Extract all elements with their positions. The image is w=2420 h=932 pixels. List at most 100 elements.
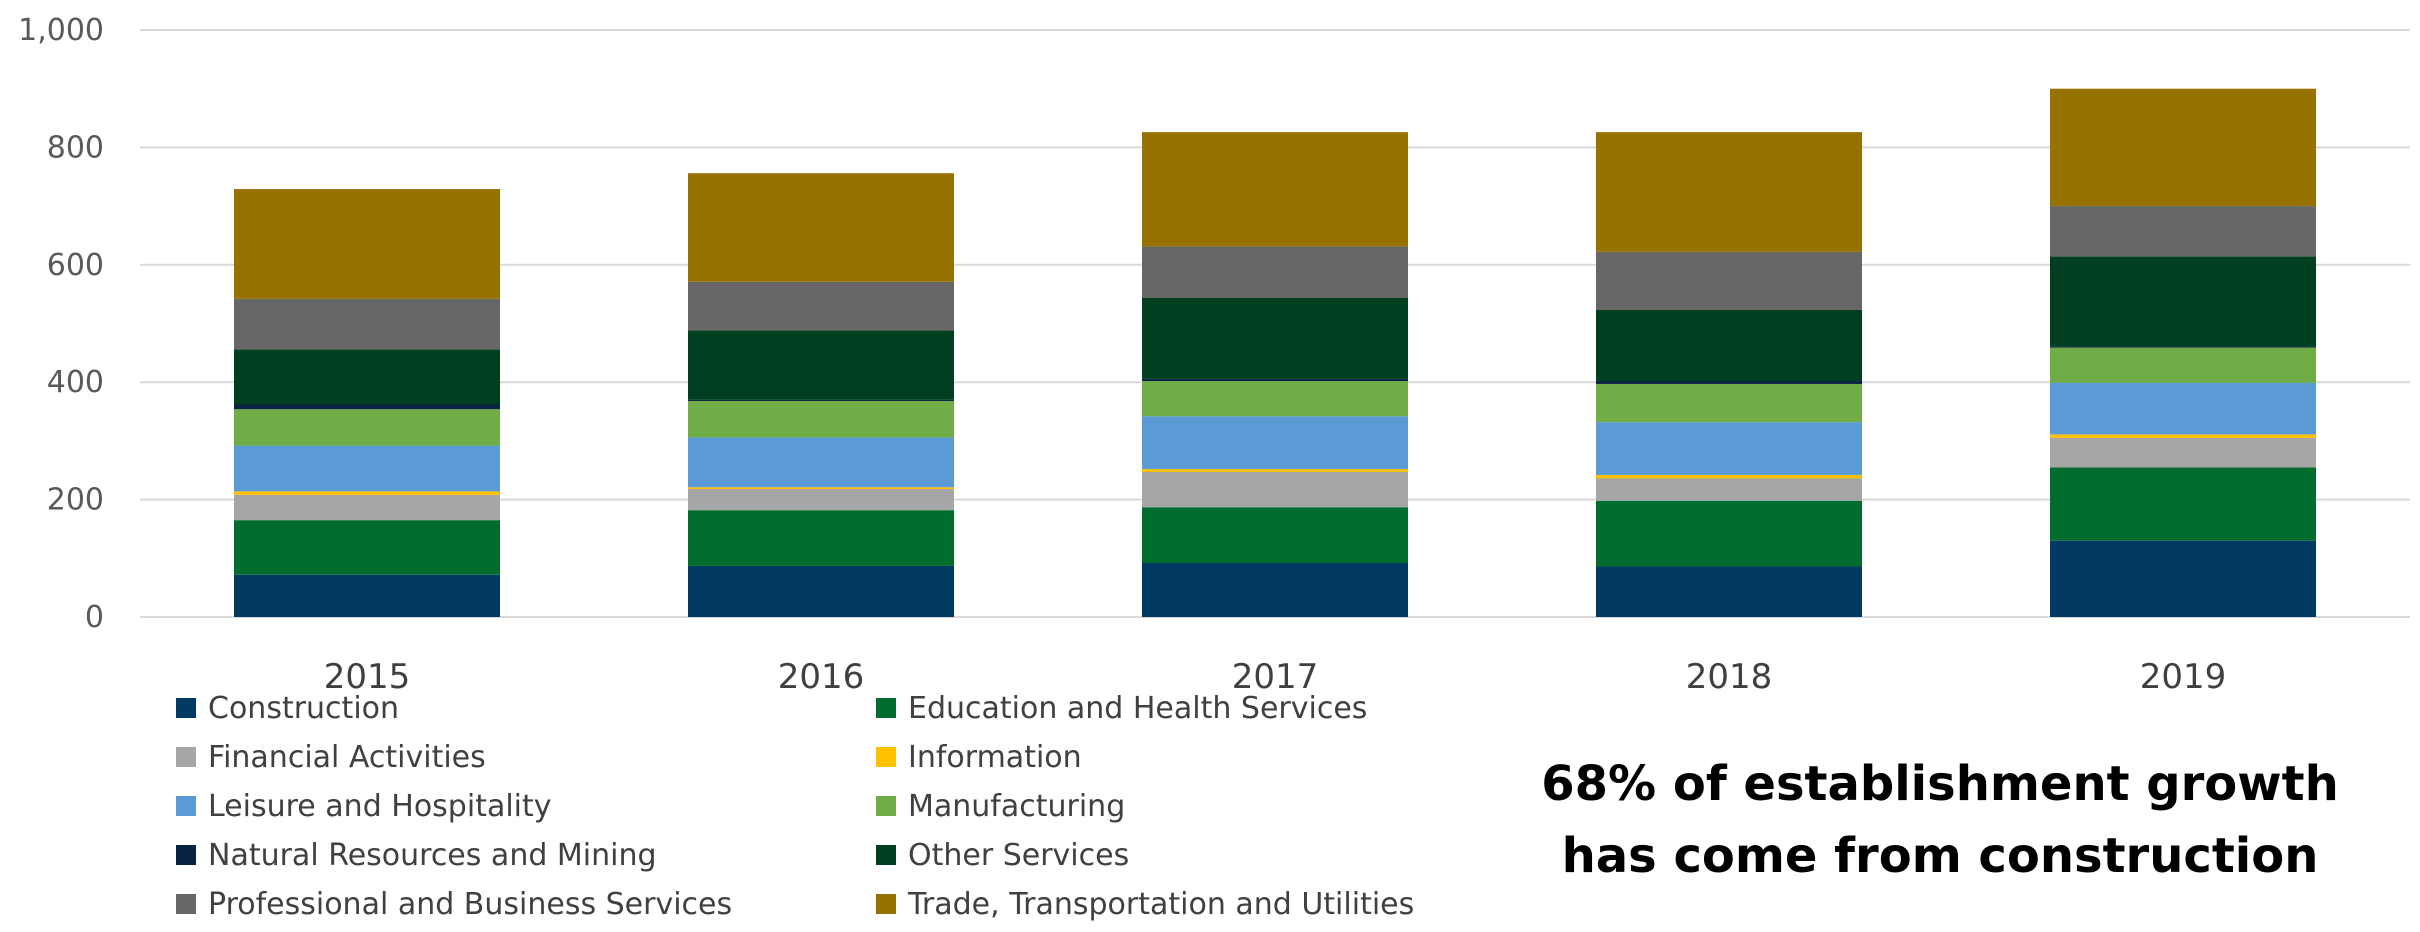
legend-swatch: [176, 796, 196, 816]
x-axis-category-labels: 2015 2016 2017 2018 2019: [324, 657, 2227, 697]
bar-segment: [688, 173, 954, 282]
legend-label: Other Services: [908, 838, 1129, 873]
bar-segment: [2050, 256, 2316, 347]
bar-segment: [234, 409, 500, 446]
bar-segment: [1142, 132, 1408, 247]
bar-segment: [1596, 422, 1862, 475]
bar-segment: [1142, 507, 1408, 563]
bar-segment: [1142, 246, 1408, 298]
legend-swatch: [176, 698, 196, 718]
bar-segment: [234, 574, 500, 617]
legend-label: Leisure and Hospitality: [208, 789, 552, 824]
legend-item: Natural Resources and Mining: [176, 838, 657, 873]
legend-item: Professional and Business Services: [176, 887, 732, 922]
legend-swatch: [176, 845, 196, 865]
bar-stack-2015: [234, 189, 500, 617]
legend-label: Construction: [208, 691, 399, 726]
legend-swatch: [876, 698, 896, 718]
bar-segment: [234, 520, 500, 575]
x-category-label: 2017: [1232, 657, 1319, 697]
legend-swatch: [876, 796, 896, 816]
bar-segment: [688, 487, 954, 490]
y-tick-label: 200: [47, 483, 104, 518]
bar-segment: [234, 298, 500, 350]
bar-segment: [234, 349, 500, 405]
bar-segment: [688, 330, 954, 400]
legend-item: Other Services: [876, 838, 1129, 873]
bar-segment: [234, 491, 500, 495]
bar-segment: [688, 437, 954, 488]
bar-segment: [1142, 381, 1408, 417]
bar-segment: [2050, 434, 2316, 438]
x-category-label: 2016: [778, 657, 865, 697]
bar-segment: [234, 189, 500, 299]
legend-label: Education and Health Services: [908, 691, 1367, 726]
bar-segment: [1596, 383, 1862, 423]
bar-stack-2016: [688, 173, 954, 617]
bar-segment: [234, 494, 500, 521]
bar-segment: [1596, 132, 1862, 252]
x-category-label: 2019: [2140, 657, 2227, 697]
bar-segment: [1596, 478, 1862, 501]
legend-item: Education and Health Services: [876, 691, 1367, 726]
bar-segment: [2050, 346, 2316, 348]
bars: [234, 88, 2316, 617]
legend-swatch: [176, 747, 196, 767]
legend-label: Professional and Business Services: [208, 887, 732, 922]
growth-annotation: 68% of establishment growth has come fro…: [1480, 748, 2400, 892]
legend: Construction Education and Health Service…: [176, 691, 1414, 922]
bar-segment: [688, 565, 954, 617]
legend-item: Financial Activities: [176, 740, 486, 775]
bar-segment: [688, 510, 954, 566]
bar-segment: [688, 400, 954, 438]
legend-label: Manufacturing: [908, 789, 1125, 824]
y-tick-label: 600: [47, 248, 104, 283]
x-category-label: 2015: [324, 657, 411, 697]
x-category-label: 2018: [1686, 657, 1773, 697]
bar-segment: [2050, 382, 2316, 435]
bar-segment: [688, 399, 954, 401]
bar-segment: [2050, 437, 2316, 468]
legend-item: Construction: [176, 691, 399, 726]
y-tick-label: 800: [47, 130, 104, 165]
bar-segment: [1596, 500, 1862, 567]
bar-stack-2017: [1142, 132, 1408, 617]
bar-segment: [2050, 206, 2316, 257]
bar-stack-2019: [2050, 88, 2316, 617]
legend-swatch: [876, 845, 896, 865]
bar-segment: [1596, 381, 1862, 384]
legend-swatch: [176, 894, 196, 914]
bar-segment: [688, 489, 954, 511]
legend-item: Information: [876, 740, 1082, 775]
bar-segment: [1596, 474, 1862, 479]
bar-segment: [2050, 540, 2316, 617]
bar-segment: [2050, 347, 2316, 383]
annotation-line-2: has come from construction: [1561, 828, 2319, 884]
bar-segment: [1596, 566, 1862, 617]
legend-swatch: [876, 747, 896, 767]
legend-label: Information: [908, 740, 1082, 775]
annotation-line-1: 68% of establishment growth: [1541, 756, 2339, 812]
legend-swatch: [876, 894, 896, 914]
bar-segment: [234, 404, 500, 410]
bar-segment: [1596, 309, 1862, 382]
bar-stack-2018: [1596, 132, 1862, 617]
legend-label: Trade, Transportation and Utilities: [907, 887, 1414, 922]
legend-label: Natural Resources and Mining: [208, 838, 657, 873]
legend-item: Manufacturing: [876, 789, 1125, 824]
bar-segment: [2050, 88, 2316, 207]
bar-segment: [688, 281, 954, 331]
y-tick-label: 400: [47, 365, 104, 400]
y-axis-tick-labels: 0 200 400 600 800 1,000: [18, 13, 104, 635]
y-tick-label: 1,000: [18, 13, 104, 48]
bar-segment: [1142, 378, 1408, 382]
bar-segment: [1596, 251, 1862, 310]
bar-segment: [234, 445, 500, 492]
bar-segment: [1142, 562, 1408, 617]
bar-segment: [1142, 297, 1408, 379]
y-tick-label: 0: [85, 600, 104, 635]
bar-segment: [2050, 467, 2316, 541]
legend-item: Trade, Transportation and Utilities: [876, 887, 1414, 922]
legend-item: Leisure and Hospitality: [176, 789, 552, 824]
